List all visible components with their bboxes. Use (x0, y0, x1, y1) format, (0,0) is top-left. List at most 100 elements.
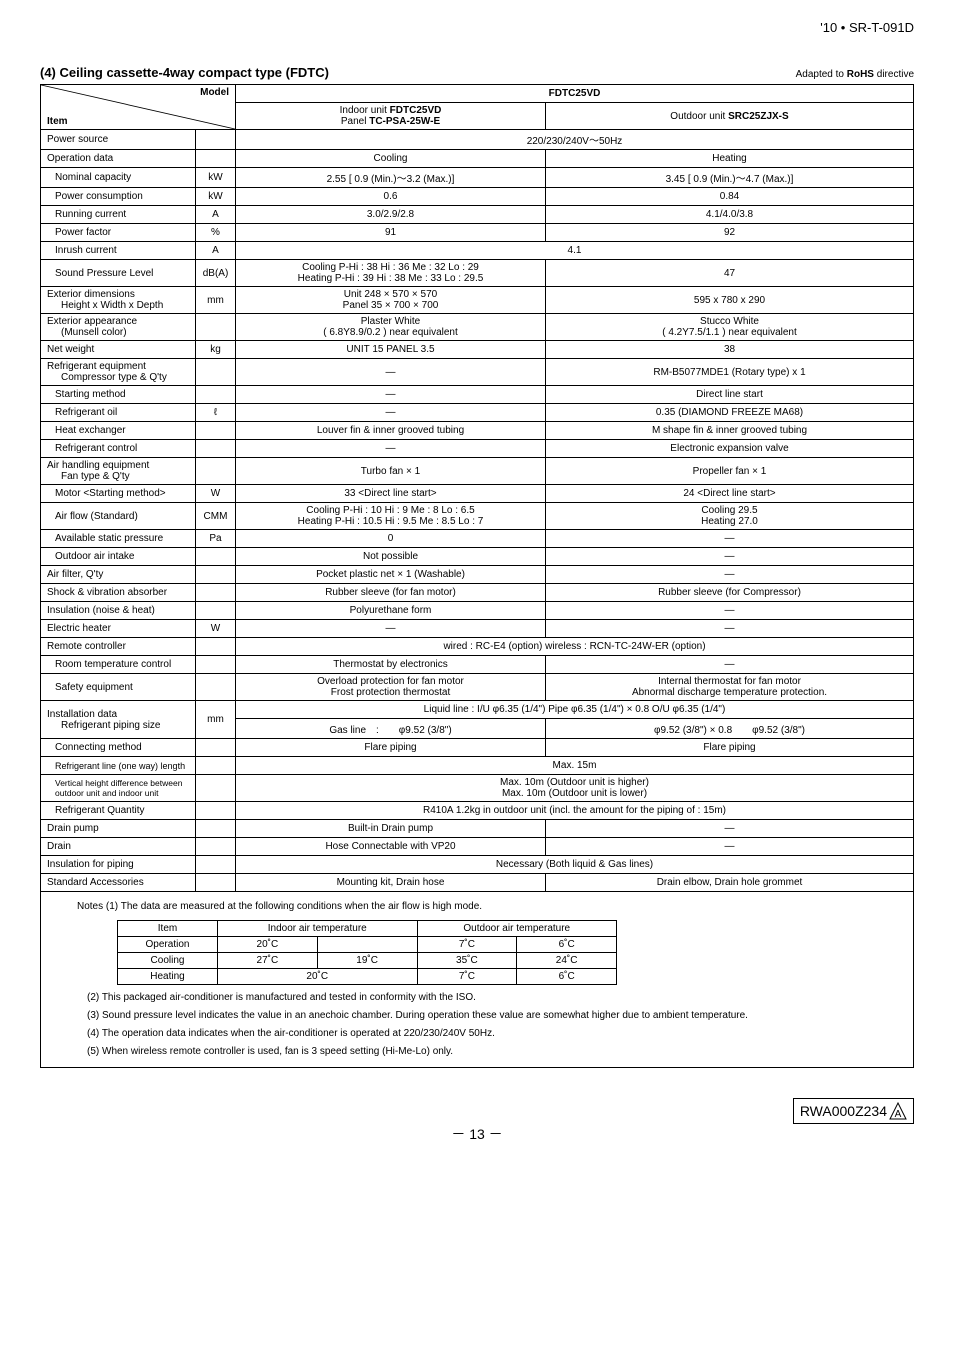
note-5: (5) When wireless remote controller is u… (87, 1045, 907, 1059)
row-label: Operation data (41, 150, 196, 168)
row-label: Shock & vibration absorber (41, 584, 196, 602)
unit-cell (196, 548, 236, 566)
outdoor-header: Outdoor unit SRC25ZJX-S (546, 103, 914, 130)
rohs-note: Adapted to RoHS directive (796, 69, 914, 80)
row-label: Motor <Starting method> (41, 485, 196, 503)
line1: Refrigerant equipment (47, 361, 146, 372)
cool-val: Gas line : φ9.52 (3/8") (236, 719, 546, 739)
st-db: 20˚C (218, 937, 318, 953)
svg-text:A: A (895, 1109, 902, 1120)
line1: Vertical height difference between (55, 778, 182, 788)
unit-cell (196, 440, 236, 458)
unit-cell: A (196, 206, 236, 224)
note-2: (2) This packaged air-conditioner is man… (87, 991, 907, 1005)
line2: Refrigerant piping size (47, 720, 161, 731)
cool-val: Rubber sleeve (for fan motor) (236, 584, 546, 602)
row-val: Max. 10m (Outdoor unit is higher)Max. 10… (236, 775, 914, 802)
row-label: Power source (41, 130, 196, 150)
line2: Compressor type & Q'ty (47, 372, 167, 383)
cool-val: Cooling P-Hi : 10 Hi : 9 Me : 8 Lo : 6.5… (236, 503, 546, 530)
line1: Cooling P-Hi : 38 Hi : 36 Me : 32 Lo : 2… (302, 262, 479, 273)
unit-cell (196, 359, 236, 386)
heat-val: 47 (546, 260, 914, 287)
unit-cell (196, 739, 236, 757)
unit-cell: % (196, 224, 236, 242)
conditions-table: ItemIndoor air temperatureOutdoor air te… (117, 920, 617, 985)
row-label: Drain pump (41, 820, 196, 838)
row-label: Refrigerant control (41, 440, 196, 458)
row-label: Starting method (41, 386, 196, 404)
panel-prefix: Panel (341, 116, 369, 127)
st-wb (317, 937, 417, 953)
outdoor-prefix: Outdoor unit (670, 111, 728, 122)
line2: Max. 10m (Outdoor unit is lower) (502, 788, 647, 799)
heat-val: Electronic expansion valve (546, 440, 914, 458)
cool-val: Overload protection for fan motorFrost p… (236, 674, 546, 701)
line2: Heating 27.0 (701, 516, 758, 527)
row-val: Necessary (Both liquid & Gas lines) (236, 856, 914, 874)
heat-val: — (546, 656, 914, 674)
unit-cell (196, 674, 236, 701)
row-label: Available static pressure (41, 530, 196, 548)
header-row: (4) Ceiling cassette-4way compact type (… (40, 65, 914, 80)
unit-cell: CMM (196, 503, 236, 530)
row-val: R410A 1.2kg in outdoor unit (incl. the a… (236, 802, 914, 820)
outdoor-bold: SRC25ZJX-S (728, 111, 789, 122)
line2: ( 4.2Y7.5/1.1 ) near equivalent (662, 327, 797, 338)
unit-cell: kW (196, 188, 236, 206)
unit-cell: dB(A) (196, 260, 236, 287)
indoor-header: Indoor unit FDTC25VD Panel TC-PSA-25W-E (236, 103, 546, 130)
heat-val: — (546, 602, 914, 620)
st-db: 7˚C (417, 937, 517, 953)
line2: outdoor unit and indoor unit (55, 788, 159, 798)
spec-table: Model Item FDTC25VD Indoor unit FDTC25VD… (40, 84, 914, 1068)
unit-cell (196, 820, 236, 838)
cool-val: 3.0/2.9/2.8 (236, 206, 546, 224)
row-label: Electric heater (41, 620, 196, 638)
st-outdoor: Outdoor air temperature (417, 921, 617, 937)
line1: Max. 10m (Outdoor unit is higher) (500, 777, 649, 788)
unit-cell: W (196, 485, 236, 503)
heat-val: 0.35 (DIAMOND FREEZE MA68) (546, 404, 914, 422)
note-4: (4) The operation data indicates when th… (87, 1027, 907, 1041)
unit-cell (196, 458, 236, 485)
line2: (Munsell color) (47, 327, 127, 338)
row-label: Air flow (Standard) (41, 503, 196, 530)
row-val: wired : RC-E4 (option) wireless : RCN-TC… (236, 638, 914, 656)
row-label: Outdoor air intake (41, 548, 196, 566)
drawing-code: RWA000Z234 (800, 1103, 887, 1119)
cool-val: 0 (236, 530, 546, 548)
line1: Installation data (47, 709, 117, 720)
cool-val: Built-in Drain pump (236, 820, 546, 838)
row-val: 4.1 (236, 242, 914, 260)
item-label: Item (47, 116, 68, 127)
line2: Panel 35 × 700 × 700 (343, 300, 439, 311)
unit-cell (196, 602, 236, 620)
heat-val: — (546, 620, 914, 638)
indoor-prefix: Indoor unit (340, 105, 390, 116)
line1: Unit 248 × 570 × 570 (344, 289, 437, 300)
model-item-cell: Model Item (41, 85, 236, 130)
cool-val: — (236, 386, 546, 404)
cool-val: UNIT 15 PANEL 3.5 (236, 341, 546, 359)
st-heat: Heating (118, 969, 218, 985)
cool-val: Cooling (236, 150, 546, 168)
heat-val: 24 <Direct line start> (546, 485, 914, 503)
unit-cell (196, 856, 236, 874)
st-indoor: Indoor air temperature (218, 921, 418, 937)
heat-val: Direct line start (546, 386, 914, 404)
cool-val: Mounting kit, Drain hose (236, 874, 546, 892)
unit-cell (196, 838, 236, 856)
heat-val: Drain elbow, Drain hole grommet (546, 874, 914, 892)
revision-triangle-icon: A (889, 1102, 907, 1120)
st-cool: Cooling (118, 953, 218, 969)
unit-cell (196, 775, 236, 802)
indoor-bold: FDTC25VD (390, 105, 442, 116)
panel-bold: TC-PSA-25W-E (369, 116, 440, 127)
heat-val: — (546, 566, 914, 584)
line1: Cooling P-Hi : 10 Hi : 9 Me : 8 Lo : 6.5 (306, 505, 474, 516)
row-label: Exterior dimensionsHeight x Width x Dept… (41, 287, 196, 314)
unit-cell (196, 638, 236, 656)
line1: Cooling 29.5 (701, 505, 757, 516)
cool-val: 0.6 (236, 188, 546, 206)
